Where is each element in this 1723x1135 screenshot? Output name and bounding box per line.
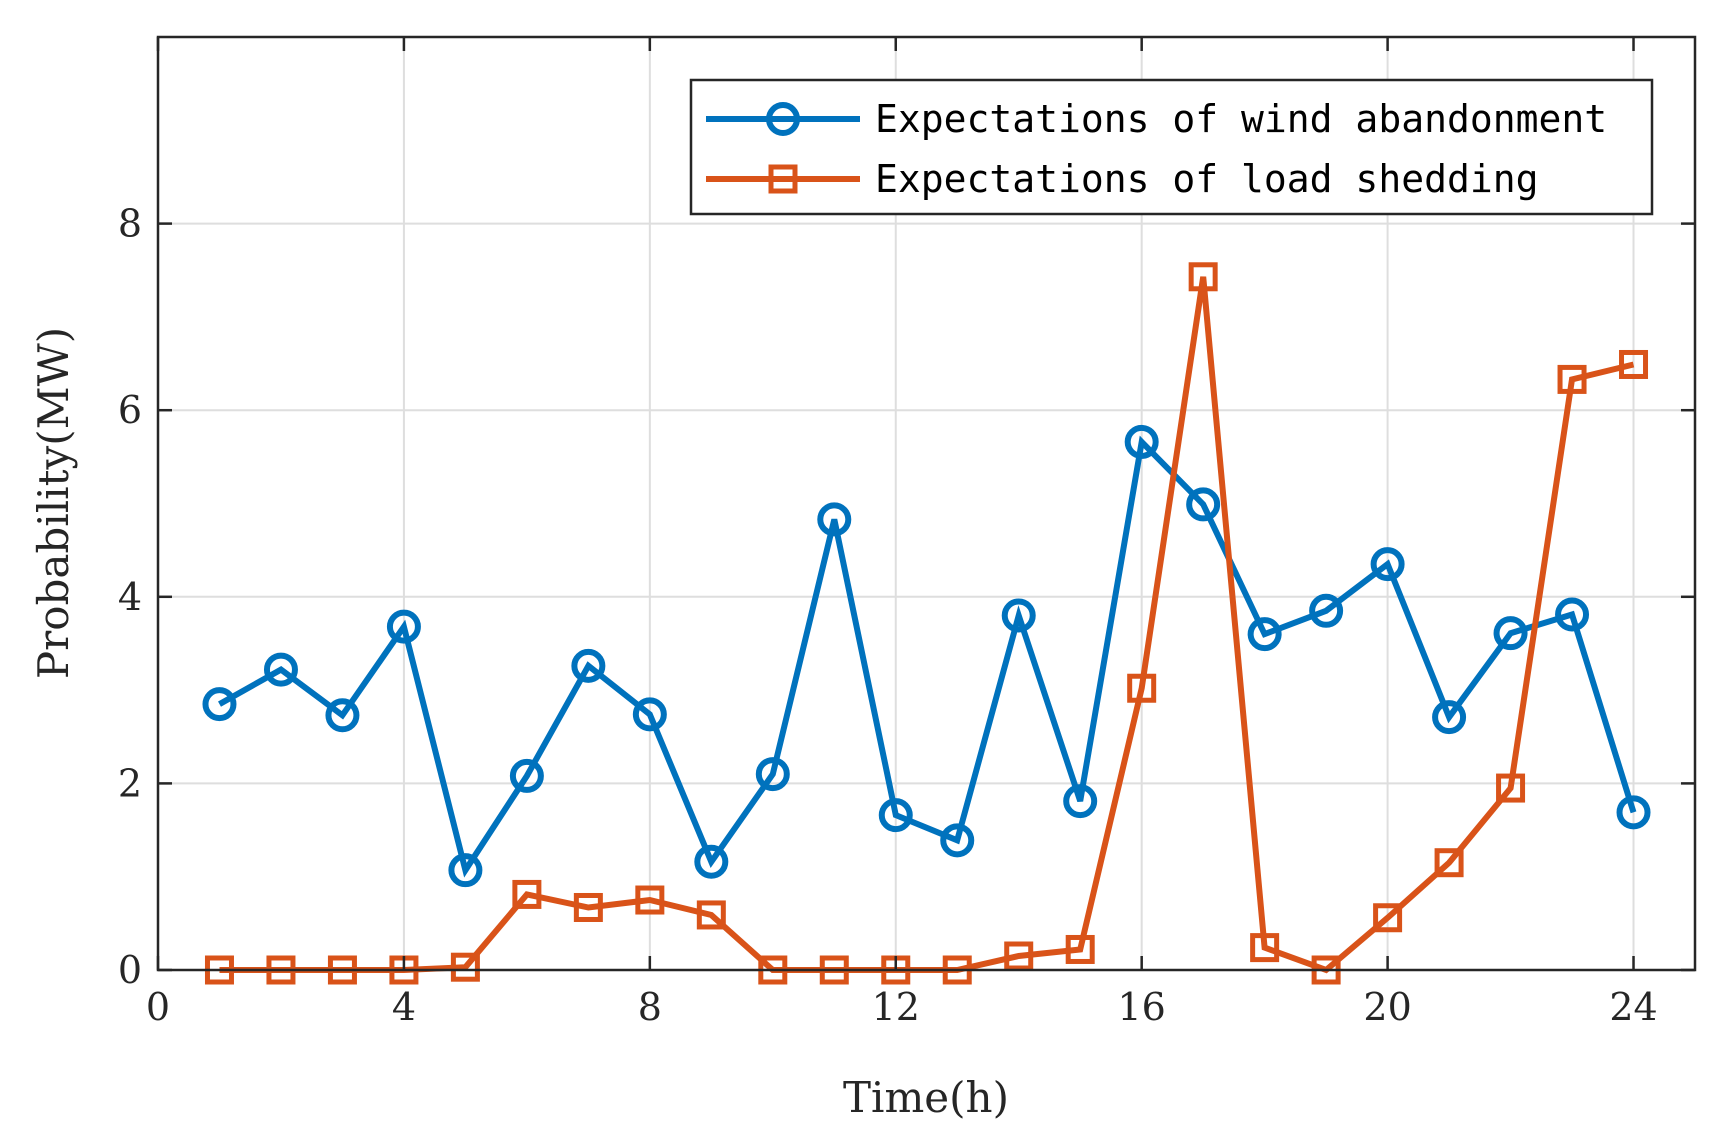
data-point-circle	[1432, 700, 1467, 735]
data-point-circle	[1001, 598, 1036, 633]
data-point-square	[1250, 933, 1280, 963]
data-point-circle	[940, 823, 975, 858]
data-point-square	[1127, 673, 1157, 703]
data-point-circle	[1370, 547, 1405, 582]
x-tick-label: 8	[638, 985, 662, 1029]
data-point-circle	[878, 798, 913, 833]
series-line	[218, 435, 1637, 878]
legend-label-wind: Expectations of wind abandonment	[875, 97, 1607, 141]
legend-box	[689, 78, 1654, 216]
data-point-square	[450, 952, 480, 982]
data-point-circle	[202, 687, 237, 722]
legend-entry-load: Expectations of load shedding	[706, 157, 1538, 201]
x-tick-label: 0	[146, 985, 170, 1029]
data-point-circle	[1555, 597, 1590, 632]
x-tick-label: 12	[872, 985, 920, 1029]
data-point-circle	[448, 853, 483, 888]
data-point-circle	[694, 844, 729, 879]
data-point-circle	[325, 698, 360, 733]
data-point-circle	[632, 697, 667, 732]
data-point-square	[573, 892, 603, 922]
series-layer	[202, 262, 1651, 985]
data-point-circle	[1063, 784, 1098, 819]
data-point-circle	[1186, 487, 1221, 522]
data-point-square	[1065, 934, 1095, 964]
x-axis-title: Time(h)	[843, 1073, 1009, 1122]
data-point-square	[1434, 848, 1464, 878]
data-point-square	[1496, 773, 1526, 803]
legend-circle-marker-icon	[766, 102, 800, 136]
data-point-square	[1188, 262, 1218, 292]
x-tick-label: 20	[1363, 985, 1411, 1029]
plot-frame	[156, 35, 1697, 972]
series-wind-abandonment	[202, 424, 1651, 888]
data-point-square	[635, 885, 665, 915]
y-tick-label: 8	[118, 202, 142, 246]
data-point-circle	[571, 648, 606, 683]
y-tick-label: 6	[118, 388, 142, 432]
data-point-square	[512, 879, 542, 909]
x-tick-label: 24	[1609, 985, 1657, 1029]
data-point-circle	[1616, 795, 1651, 830]
data-point-circle	[1124, 424, 1159, 459]
x-tick-label: 4	[392, 985, 416, 1029]
y-axis-title: Probability(MW)	[29, 327, 78, 679]
data-point-circle	[755, 757, 790, 792]
data-point-circle	[1309, 593, 1344, 628]
y-tick-label: 4	[118, 575, 142, 619]
data-point-square	[1004, 941, 1034, 971]
data-point-square	[1373, 903, 1403, 933]
data-point-circle	[1247, 617, 1282, 652]
data-point-square	[696, 900, 726, 930]
y-tick-label: 2	[118, 761, 142, 805]
data-point-circle	[1493, 616, 1528, 651]
legend-label-load: Expectations of load shedding	[875, 157, 1538, 201]
data-point-square	[1619, 349, 1649, 379]
data-point-square	[1557, 364, 1587, 394]
data-point-circle	[817, 502, 852, 537]
legend-square-marker-icon	[768, 164, 798, 194]
legend-entry-wind: Expectations of wind abandonment	[706, 97, 1607, 141]
y-tick-label: 0	[118, 948, 142, 992]
x-tick-label: 16	[1118, 985, 1166, 1029]
data-point-circle	[386, 609, 421, 644]
data-point-circle	[509, 758, 544, 793]
data-point-circle	[263, 652, 298, 687]
legend: Expectations of wind abandonment Expecta…	[689, 78, 1654, 216]
